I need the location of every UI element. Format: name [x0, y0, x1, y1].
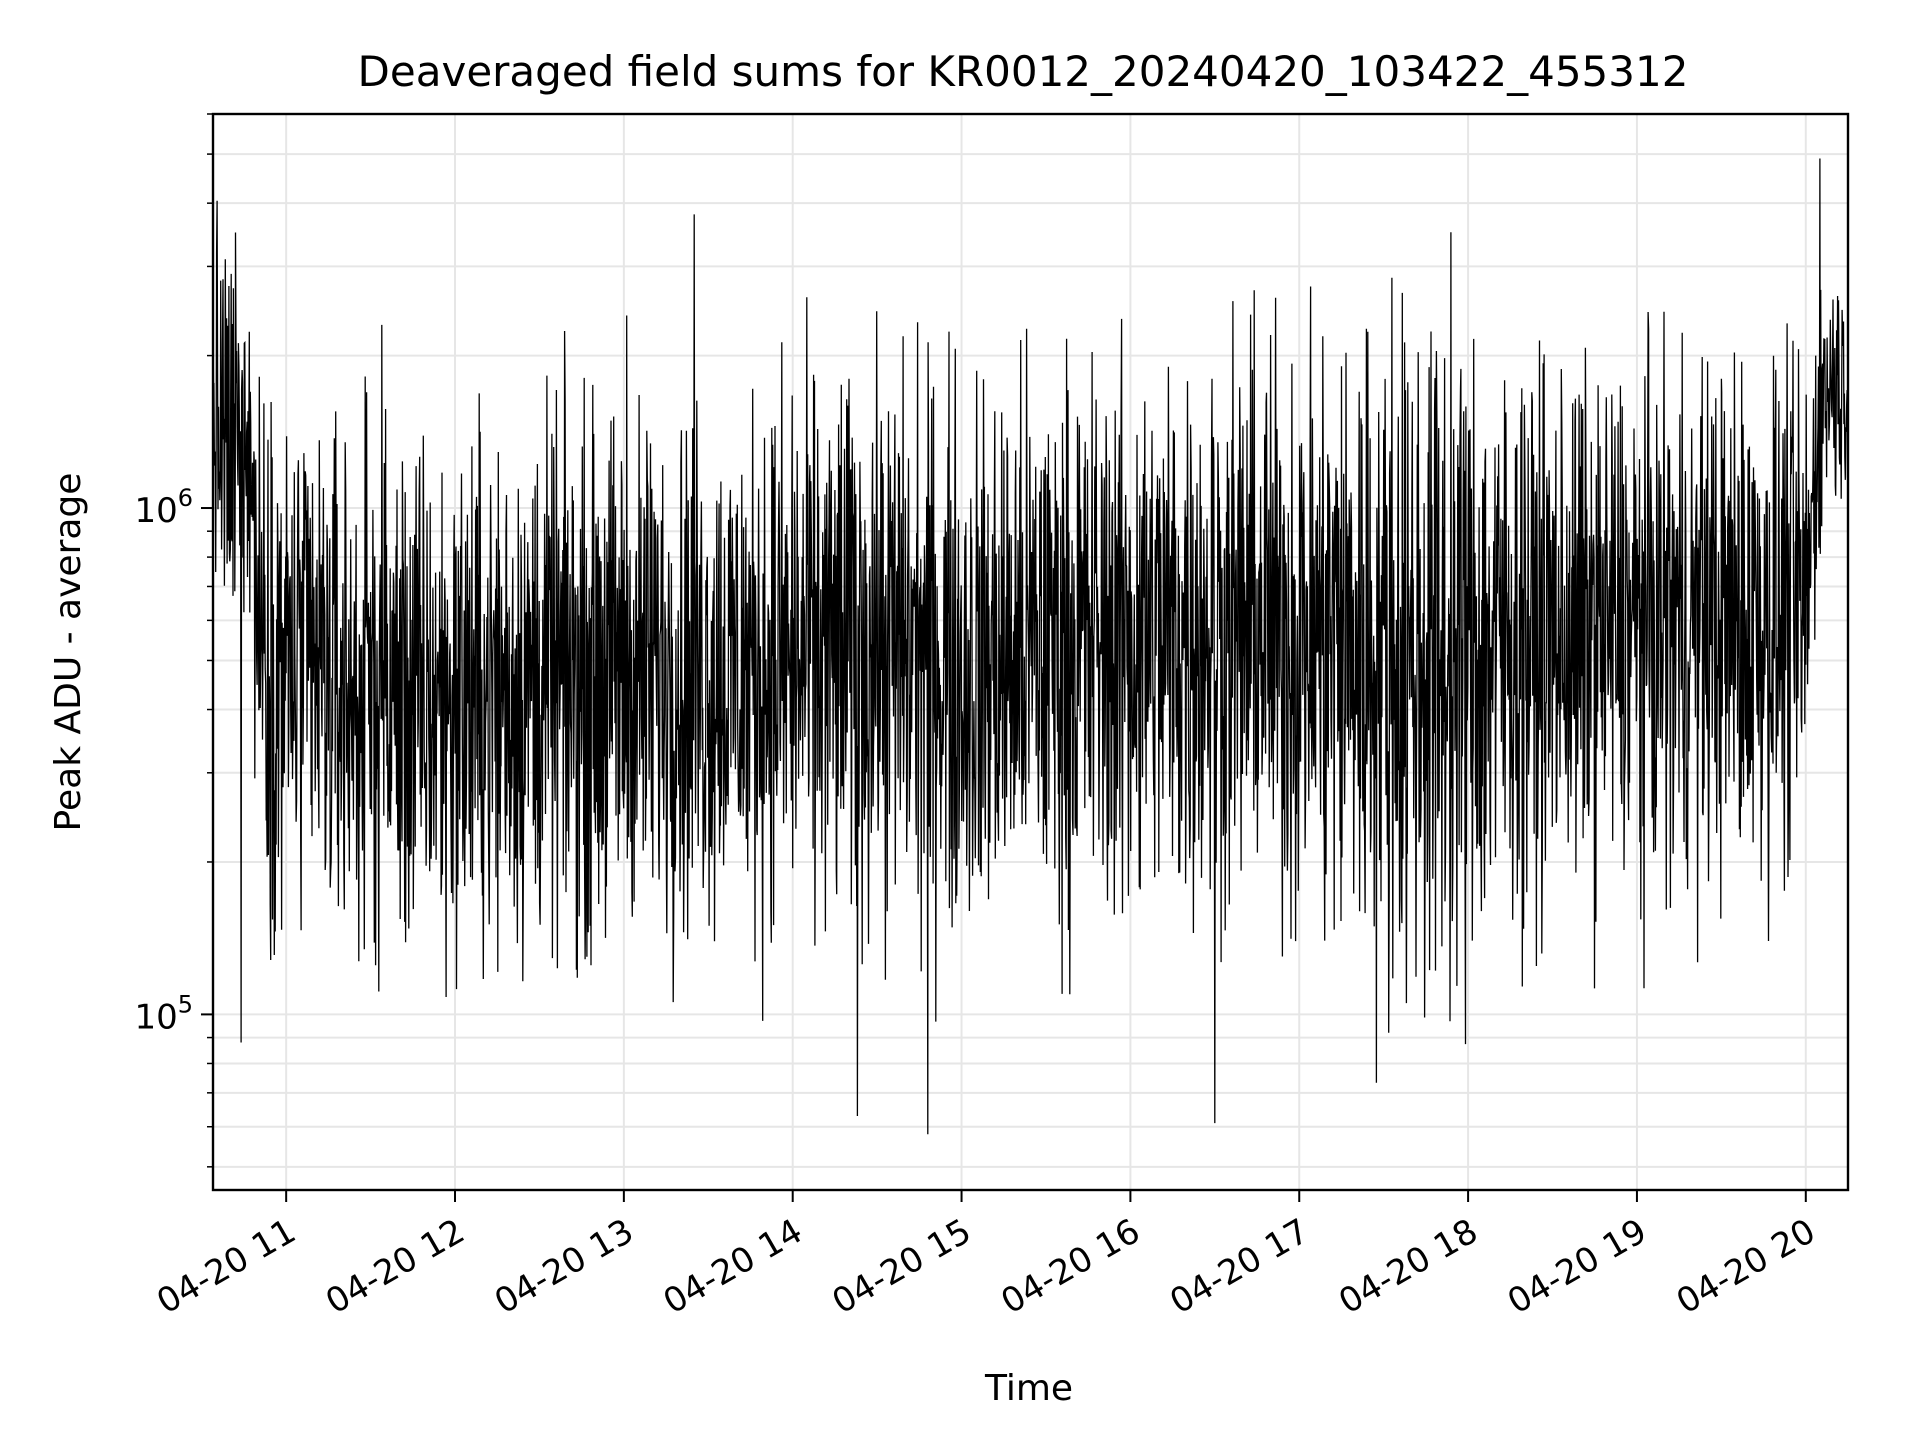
y-axis: 105 106 [134, 113, 213, 1168]
x-tick-label: 04-20 12 [319, 1211, 471, 1322]
x-tick-label: 04-20 20 [1670, 1211, 1822, 1322]
plot-frame [211, 112, 1850, 1192]
x-tick-label: 04-20 13 [488, 1211, 640, 1322]
x-tick-label: 04-20 18 [1332, 1211, 1484, 1322]
x-tick-label: 04-20 15 [826, 1211, 978, 1322]
y-tick-label: 106 [134, 484, 193, 531]
y-axis-label: Peak ADU - average [48, 473, 89, 832]
x-tick-label: 04-20 14 [657, 1211, 809, 1322]
series-line [213, 158, 1848, 1135]
chart-title: Deaveraged field sums for KR0012_2024042… [358, 47, 1689, 96]
x-tick-label: 04-20 17 [1163, 1211, 1315, 1322]
x-tick-label: 04-20 11 [150, 1211, 302, 1322]
x-tick-label: 04-20 16 [995, 1211, 1147, 1322]
x-axis-label: Time [984, 1368, 1073, 1409]
series-group [213, 158, 1848, 1135]
x-axis: 04-20 11 04-20 12 04-20 13 04-20 14 04-20 15… [150, 1190, 1822, 1322]
y-tick-label: 105 [134, 990, 193, 1037]
x-tick-label: 04-20 19 [1501, 1211, 1653, 1322]
